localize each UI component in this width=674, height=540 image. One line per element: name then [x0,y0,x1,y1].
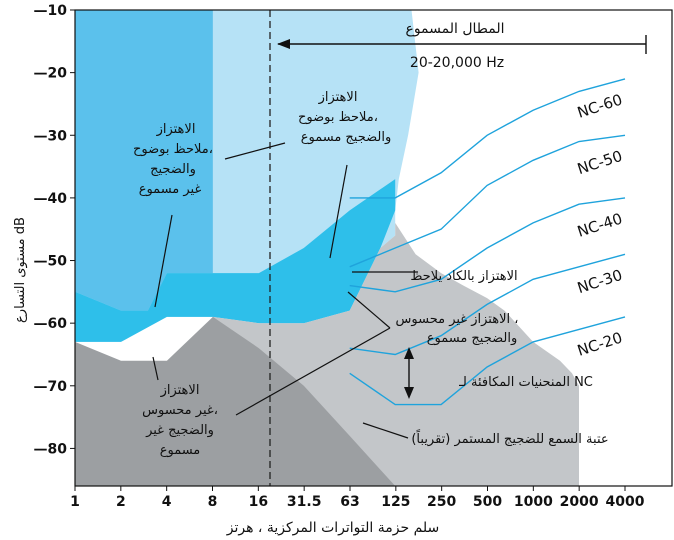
imperceptible-inaudible-region [75,316,396,486]
y-tick-label: —50 [34,254,68,270]
nc-curve-nc-20 [349,316,626,406]
x-tick-label: 2000 [560,494,599,510]
svg-text:الاهتزاز: الاهتزاز [160,383,200,398]
label-hearing-threshold: عتبة السمع للضجيج المستمر (تقريباً) [411,429,608,447]
svg-text:والضجيج مسموع: والضجيج مسموع [301,130,392,145]
label-imperceptible-inaudible: الاهتزاز غير محسوس، والضجيج غير مسموع [142,383,218,458]
x-tick-label: 8 [208,494,218,510]
x-tick-label: 250 [427,494,456,510]
plot-area [75,10,626,486]
x-tick-label: 4000 [606,494,645,510]
nc-curve-nc-50 [349,134,626,268]
perceptibility-band [75,135,396,342]
y-tick-label: —70 [34,379,68,395]
nc-label-nc-60: NC-60 [575,90,625,121]
svg-text:والضجيج: والضجيج [150,162,196,177]
nc-curve-nc-40 [349,197,626,293]
label-imperceptible-audible: الاهتزاز غير محسوس ، والضجيج مسموع [396,312,519,346]
x-tick-label: 125 [381,494,410,510]
svg-text:غير مسموع: غير مسموع [139,182,202,197]
svg-text:ملاحظ بوضوح،: ملاحظ بوضوح، [133,142,213,157]
svg-text:مسموع: مسموع [160,443,201,458]
svg-text:الاهتزاز: الاهتزاز [318,90,358,105]
y-axis-title: مستوى التسارع dB [13,217,28,323]
y-tick-label: —10 [34,3,68,19]
y-axis: —10 —20 —30 —40 —50 —60 —70 —80 [34,3,75,457]
label-barely-perceptible: الاهتزاز بالكاد يلاحظ [410,269,517,284]
x-tick-label: 31.5 [287,494,322,510]
label-nc-curves: المنحنيات المكافئة لـ NC [458,375,593,390]
x-tick-label: 16 [249,494,268,510]
y-tick-label: —60 [34,316,68,332]
label-perceptible-audible: الاهتزاز ملاحظ بوضوح، والضجيج مسموع [298,90,391,145]
audible-range-label: المطال المسموع [405,21,504,37]
y-tick-label: —40 [34,191,68,207]
svg-text:ملاحظ بوضوح،: ملاحظ بوضوح، [298,110,378,125]
nc-curve-nc-60 [349,78,626,199]
y-tick-label: —30 [34,128,68,144]
svg-text:والضجيج مسموع: والضجيج مسموع [427,331,518,346]
x-tick-label: 1 [70,494,80,510]
y-tick-label: —80 [34,441,68,457]
nc-label-nc-40: NC-40 [575,209,625,240]
svg-text:الاهتزاز غير محسوس ،: الاهتزاز غير محسوس ، [396,312,519,327]
label-perceptible-inaudible: الاهتزاز ملاحظ بوضوح، والضجيج غير مسموع [133,122,213,197]
svg-text:الاهتزاز: الاهتزاز [156,122,196,137]
x-tick-label: 4 [162,494,172,510]
perceptible-inaudible-region [75,10,213,311]
x-tick-label: 2 [116,494,126,510]
nc-curves [349,78,626,406]
nc-label-nc-50: NC-50 [575,147,625,178]
svg-text:والضجيج غير: والضجيج غير [145,423,214,438]
nc-curve-nc-30 [349,253,626,356]
nc-label-nc-30: NC-30 [575,266,625,297]
audible-range-value: 20-20,000 Hz [410,55,504,71]
leader-lines [152,142,418,439]
x-axis-title: سلم حزمة التواترات المركزية ، هرتز [226,520,440,536]
audible-region-light [212,10,304,274]
x-tick-label: 1000 [514,494,553,510]
x-tick-label: 63 [340,494,359,510]
x-tick-label: 500 [473,494,502,510]
svg-text:غير محسوس،: غير محسوس، [142,403,218,418]
plot-frame [74,9,673,487]
nc-double-arrow [404,347,414,399]
nc-label-nc-20: NC-20 [575,328,625,359]
audible-range-arrow [277,35,647,54]
y-tick-label: —20 [34,66,68,82]
x-axis: 1 2 4 8 16 31.5 63 125 250 500 1000 2000 4000 [70,486,645,510]
